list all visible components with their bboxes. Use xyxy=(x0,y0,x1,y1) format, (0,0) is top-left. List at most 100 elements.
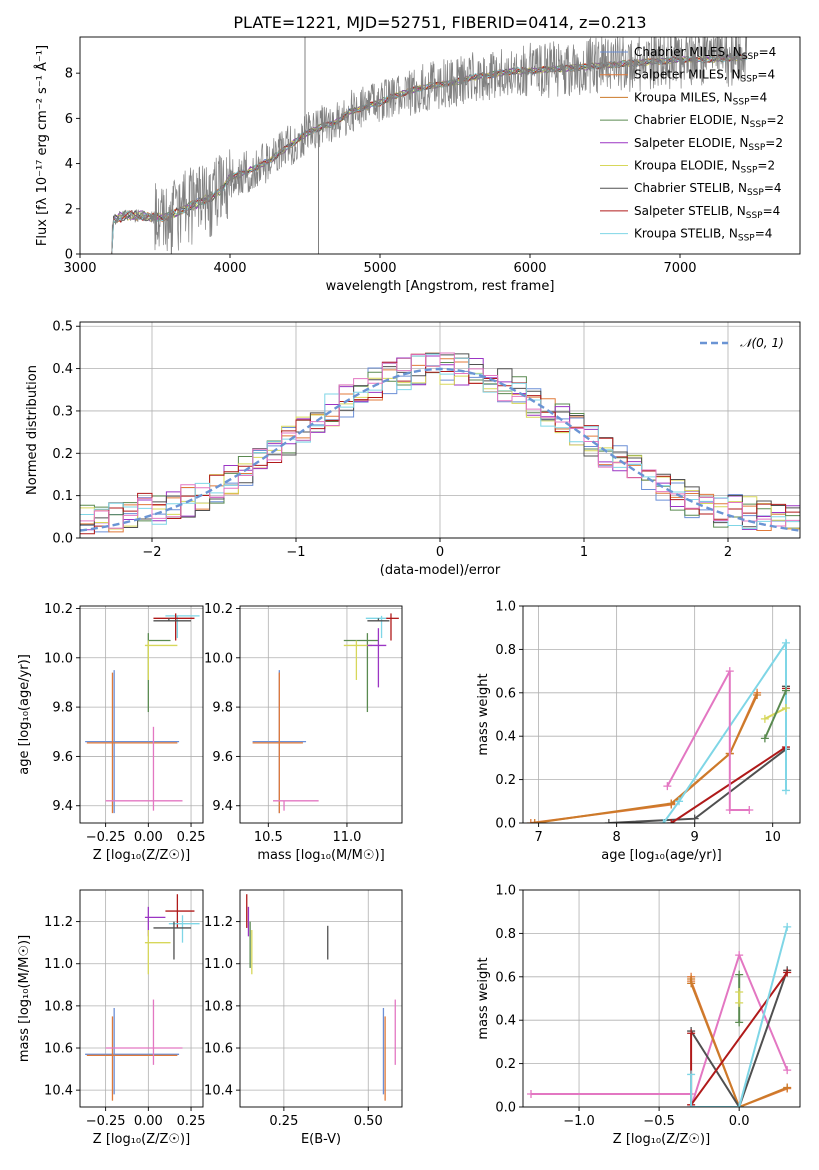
y-axis-label: Flux [fλ 10⁻¹⁷ erg cm⁻² s⁻¹ Å⁻¹] xyxy=(34,45,50,246)
plot-area-ebv-mass xyxy=(246,894,396,1101)
weight-marker xyxy=(760,714,769,723)
y-tick-label: 9.6 xyxy=(212,750,233,765)
legend: Chabrier MILES, NSSP=4 Salpeter MILES, NS… xyxy=(600,45,784,244)
y-tick-label: 2 xyxy=(65,202,73,217)
weight-marker xyxy=(781,703,790,712)
x-tick-label: −1 xyxy=(286,545,305,560)
x-tick-label: −0.25 xyxy=(86,830,126,845)
y-tick-label: 0.8 xyxy=(495,643,516,658)
weight-line xyxy=(666,670,750,811)
normal-curve xyxy=(80,367,800,532)
panel-spectrum: 3000 4000 5000 6000 7000 0 2 4 6 8 wavelength [Ang… xyxy=(34,36,801,294)
plot-area-z-age xyxy=(85,613,200,814)
legend-subscript: SSP xyxy=(746,211,763,221)
weight-marker xyxy=(687,1103,696,1107)
y-tick-label: 10.8 xyxy=(204,999,233,1014)
x-tick-label: 0.25 xyxy=(177,830,206,845)
residual-histogram xyxy=(80,365,800,530)
y-tick-label: 10.8 xyxy=(44,999,73,1014)
legend-value: =2 xyxy=(766,113,784,127)
y-tick-label: 8 xyxy=(65,67,73,82)
panels: 3000 4000 5000 6000 7000 0 2 4 6 8 wavelength [Ang… xyxy=(17,36,801,1147)
y-tick-label: 10.6 xyxy=(204,1042,233,1057)
x-tick-label: 10 xyxy=(764,830,781,845)
x-axis-label: E(B-V) xyxy=(301,1132,341,1147)
weight-marker xyxy=(526,819,535,823)
weight-line xyxy=(534,694,759,823)
y-tick-label: 0.4 xyxy=(52,362,73,377)
x-axis-label: mass [log₁₀(M/M☉)] xyxy=(257,848,384,863)
legend-subscript: SSP xyxy=(741,166,758,176)
x-tick-label: 7000 xyxy=(663,261,696,276)
legend-label: Salpeter MILES, NSSP=4 xyxy=(634,68,775,85)
weight-marker xyxy=(725,805,734,814)
weight-line xyxy=(690,926,789,1107)
legend-label: Chabrier STELIB, NSSP=4 xyxy=(634,181,782,198)
panel-z-age: −0.25 0.00 0.25 9.4 9.6 9.8 10.0 10.2 Z [log₁₀(Z… xyxy=(17,602,206,863)
y-tick-label: 9.8 xyxy=(52,701,73,716)
y-tick-label: 0.6 xyxy=(495,686,516,701)
plot-area-age-weight xyxy=(526,638,790,823)
y-tick-label: 11.2 xyxy=(204,915,233,930)
y-tick-label: 10.4 xyxy=(44,1084,73,1099)
axes-frame xyxy=(79,36,801,255)
weight-marker xyxy=(781,786,790,795)
weight-line xyxy=(690,969,789,1107)
weight-marker xyxy=(667,819,676,823)
x-tick-label: 4000 xyxy=(213,261,246,276)
x-tick-label: 10.5 xyxy=(254,830,283,845)
legend-label: Kroupa STELIB, NSSP=4 xyxy=(634,227,772,244)
y-axis-label: mass [log₁₀(M/M☉)] xyxy=(17,935,32,1062)
y-tick-label: 0.6 xyxy=(495,970,516,985)
legend-subscript: SSP xyxy=(742,52,759,62)
x-tick-label: 6000 xyxy=(513,261,546,276)
legend-subscript: SSP xyxy=(748,143,765,153)
weight-marker xyxy=(687,1029,696,1038)
y-tick-label: 9.6 xyxy=(52,750,73,765)
weight-line xyxy=(531,952,789,1107)
y-tick-label: 0.5 xyxy=(52,320,73,335)
y-tick-label: 0.0 xyxy=(495,1101,516,1116)
y-tick-label: 0 xyxy=(65,248,73,263)
weight-marker xyxy=(530,819,539,823)
weight-marker xyxy=(527,1089,536,1098)
x-axis-label: Z [log₁₀(Z/Z☉)] xyxy=(613,1132,710,1147)
x-axis-label: Z [log₁₀(Z/Z☉)] xyxy=(93,848,190,863)
weight-marker xyxy=(725,667,734,676)
legend-label: Chabrier ELODIE, NSSP=2 xyxy=(634,113,784,130)
y-tick-label: 10.0 xyxy=(44,651,73,666)
x-tick-label: −0.25 xyxy=(86,1114,126,1129)
axes-frame xyxy=(79,605,204,824)
x-axis-label: wavelength [Angstrom, rest frame] xyxy=(326,279,555,294)
x-tick-label: 0.50 xyxy=(354,1114,383,1129)
legend-value: =2 xyxy=(765,136,783,150)
legend-subscript: SSP xyxy=(747,188,764,198)
axes-frame xyxy=(79,321,801,539)
legend-value: =4 xyxy=(750,90,768,104)
weight-marker xyxy=(735,951,744,960)
x-tick-label: 0.0 xyxy=(729,1114,750,1129)
y-tick-label: 1.0 xyxy=(495,884,516,899)
y-tick-label: 1.0 xyxy=(495,600,516,615)
axes-frame xyxy=(522,889,801,1108)
y-tick-label: 10.2 xyxy=(204,602,233,617)
x-tick-label: 0.00 xyxy=(134,830,163,845)
legend-subscript: SSP xyxy=(750,120,767,130)
x-tick-label: 7 xyxy=(534,830,542,845)
y-tick-label: 9.4 xyxy=(52,799,73,814)
weight-marker xyxy=(753,690,762,699)
legend-subscript: SSP xyxy=(741,75,758,85)
legend-label: Kroupa ELODIE, NSSP=2 xyxy=(634,159,775,176)
y-tick-label: 11.0 xyxy=(44,957,73,972)
weight-marker xyxy=(687,979,696,988)
legend-label: Chabrier MILES, NSSP=4 xyxy=(634,45,776,62)
x-tick-label: 8 xyxy=(612,830,620,845)
panel-ebv-mass: 0.25 0.50 10.4 10.6 10.8 11.0 11.2 E(B-V) xyxy=(204,889,403,1147)
x-tick-label: 11.0 xyxy=(332,830,361,845)
y-tick-label: 0.4 xyxy=(495,1014,516,1029)
y-tick-label: 0.4 xyxy=(495,730,516,745)
y-axis-label: age [log₁₀(age/yr)] xyxy=(17,654,32,775)
y-tick-label: 11.2 xyxy=(44,915,73,930)
legend-value: =4 xyxy=(763,204,781,218)
panel-mass-age: 10.5 11.0 9.4 9.6 9.8 10.0 10.2 mass [log₁₀(M/M… xyxy=(204,602,403,863)
